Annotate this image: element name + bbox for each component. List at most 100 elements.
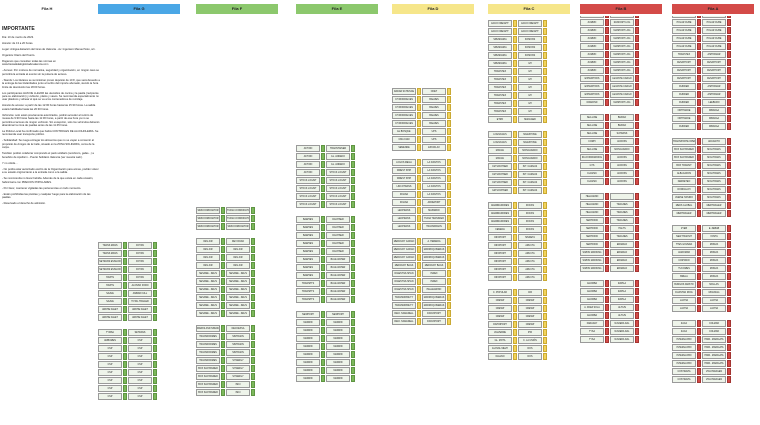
- stand-name: CREWP: [488, 313, 512, 320]
- stand-row: BAEHIES DACHSER: [296, 248, 355, 255]
- stand-name: IHR: [518, 329, 542, 336]
- stand-name: BALMES: [422, 112, 446, 119]
- stand-flag-icon: [605, 280, 609, 287]
- stand-name: SEA LINE: [580, 146, 604, 153]
- stand-name: RUDDER: [672, 91, 696, 98]
- stand-row: AKTION TRANSTAINER: [296, 145, 355, 152]
- stand-name: DEV AIR: [196, 262, 220, 269]
- stand-flag-icon: [153, 298, 157, 305]
- stand-flag-icon: [697, 16, 701, 18]
- stand-row: SEMENDE ESTAFLAX: [392, 144, 451, 151]
- stand-name: MARROQUINERAS: [422, 294, 446, 301]
- stand-flag-icon: [605, 91, 609, 98]
- stand-flag-icon: [697, 360, 701, 367]
- stand-flag-icon: [543, 266, 547, 273]
- stand-row: TRANSTEX GH: [488, 108, 547, 115]
- stand-name: GH: [518, 68, 542, 75]
- stand-flag-icon: [351, 256, 355, 263]
- stand-row: DORNALATI MOLITRANS: [672, 186, 731, 193]
- stand-row: SAAVE AMBAR FULL: [98, 290, 157, 297]
- stand-flag-icon: [605, 304, 609, 311]
- stand-row: TRANSPTS BLUE WATER: [296, 296, 355, 303]
- stand-flag-icon: [513, 68, 517, 75]
- stand-row: MADRID MADRID: [296, 351, 355, 358]
- stand-row: LINCOTRANS LA FIANTOS: [392, 183, 451, 190]
- stand-name: MOLIMAG: [702, 289, 726, 296]
- stand-row: AMBUMEN CSP: [98, 337, 157, 344]
- stand-flag-icon: [605, 193, 609, 200]
- stand-flag-icon: [727, 67, 731, 74]
- stand-flag-icon: [321, 280, 325, 287]
- stand-flag-icon: [513, 155, 517, 162]
- stand-flag-icon: [513, 28, 517, 35]
- stand-flag-icon: [543, 274, 547, 281]
- stand-name: SESAME - ZEUS: [226, 302, 250, 309]
- stand-row: SESAME - ZEUS SESAME - ZEUS: [196, 278, 255, 285]
- stand-flag-icon: [605, 170, 609, 177]
- stand-row: MERTRAILER MERTRAILER: [672, 210, 731, 217]
- stand-name: AVEINE HANIRO: [672, 194, 696, 201]
- stand-column-4: AKTION TRANSTAINER AKTION GL. ANDEKO AKTION G…: [296, 16, 380, 425]
- stand-flag-icon: [447, 136, 451, 143]
- note-paragraph: - Acceso: Por motivos de normativa, segu…: [2, 69, 99, 76]
- stand-name: CLASSIC: [580, 170, 604, 177]
- stand-name: COLMAR: [702, 328, 726, 335]
- stand-flag-icon: [727, 289, 731, 296]
- stand-name: CSP: [98, 369, 122, 376]
- stand-name: SETRANS ESSILOR: [98, 258, 122, 265]
- stand-flag-icon: [543, 20, 547, 27]
- stand-row: MERCURY CARGO MARROQUINERAS: [392, 254, 451, 261]
- stand-name: NEW TRANSIT: [672, 233, 696, 240]
- stand-flag-icon: [447, 167, 451, 174]
- stand-name: MANAGED: [518, 116, 542, 123]
- stand-name: MONZA: [702, 273, 726, 280]
- stand-row: COSTRAVIA VOLKSWAGEN: [672, 368, 731, 375]
- stand-name: [610, 193, 634, 200]
- stand-name: LEOPRANS: [392, 207, 416, 214]
- stand-name: COLMAR: [702, 320, 726, 327]
- stand-name: MOLITRANS: [702, 154, 726, 161]
- stand-flag-icon: [635, 16, 639, 18]
- stand-flag-icon: [543, 139, 547, 146]
- stand-flag-icon: [697, 320, 701, 327]
- stand-flag-icon: [543, 52, 547, 59]
- stand-name: MOLITRANS: [702, 186, 726, 193]
- stand-name: SIMCOORDINATOR: [196, 215, 220, 222]
- note-paragraph: Horario: de 13 a 20 horas.: [2, 42, 34, 45]
- stand-name: DIGESTIVA SHAN: [392, 270, 416, 277]
- stand-row: RUDDER LEEBURO: [672, 99, 731, 106]
- stand-flag-icon: [417, 254, 421, 261]
- stand-name: FENATPORT: [672, 67, 696, 74]
- stand-flag-icon: [123, 242, 127, 249]
- stand-flag-icon: [543, 345, 547, 352]
- stand-row: LANTIA LANTIA: [672, 297, 731, 304]
- stand-flag-icon: [727, 265, 731, 272]
- stand-name: INFOPORT: [488, 242, 512, 249]
- stand-row: ZUMMO MANPORT LOG: [580, 51, 639, 58]
- stand-name: MADRID: [296, 367, 320, 374]
- column-header-3: Fila F: [196, 4, 278, 14]
- stand-flag-icon: [605, 19, 609, 26]
- stand-row: SEA LINE BILBAO: [580, 114, 639, 121]
- stand-flag-icon: [417, 183, 421, 190]
- stand-flag-icon: [635, 122, 639, 129]
- stand-flag-icon: [417, 104, 421, 111]
- stand-name: ASPHAMAR: [702, 91, 726, 98]
- stand-name: SEA LINE: [580, 114, 604, 121]
- stand-name: SINTRANS: [226, 341, 250, 348]
- stand-flag-icon: [727, 19, 731, 26]
- stand-flag-icon: [153, 290, 157, 297]
- stand-row: BAEHIES DACHSER: [296, 232, 355, 239]
- stand-flag-icon: [635, 170, 639, 177]
- stand-flag-icon: [635, 257, 639, 264]
- stand-flag-icon: [635, 328, 639, 335]
- stand-flag-icon: [635, 83, 639, 90]
- stand-flag-icon: [221, 365, 225, 372]
- stand-row: CH RODRIGUES BALMES: [392, 96, 451, 103]
- stand-flag-icon: [417, 128, 421, 135]
- stand-flag-icon: [447, 286, 451, 293]
- stand-flag-icon: [417, 270, 421, 277]
- stand-flag-icon: [123, 306, 127, 313]
- stand-name: MOLITRANS: [702, 146, 726, 153]
- stand-name: TYSA: [580, 328, 604, 335]
